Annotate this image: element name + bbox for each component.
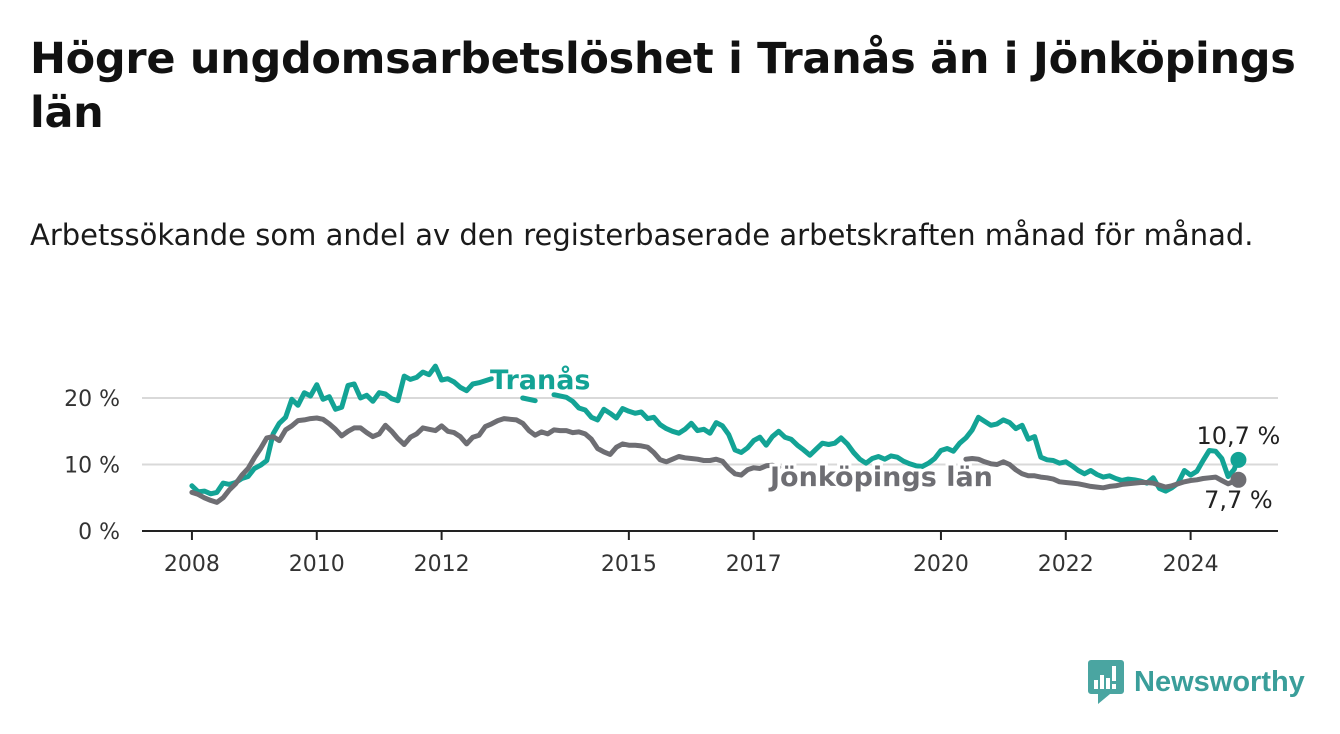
brand-logo: Newsworthy <box>1088 660 1305 704</box>
x-tick-label: 2010 <box>289 552 345 577</box>
line-chart: 0 % 10 % 20 % 2008 2010 2012 2015 2017 2020 2022… <box>64 361 1280 577</box>
x-tick-label: 2015 <box>601 552 657 577</box>
series-lines <box>189 363 1240 505</box>
brand-name: Newsworthy <box>1134 665 1305 698</box>
end-value-label: 7,7 % <box>1204 486 1273 514</box>
series-name-label: Jönköpings län <box>768 462 993 493</box>
series-line-jonkoping <box>189 415 1240 505</box>
x-tick-label: 2017 <box>726 552 782 577</box>
chart-title: Högre ungdomsarbetslöshet i Tranås än i … <box>30 34 1296 138</box>
y-tick-label: 10 % <box>64 454 120 479</box>
x-tick-label: 2008 <box>164 552 220 577</box>
y-tick-label: 20 % <box>64 387 120 412</box>
bar-chart-badge-icon <box>1088 660 1124 704</box>
y-axis-labels: 0 % 10 % 20 % <box>64 387 120 545</box>
x-tick-label: 2012 <box>414 552 470 577</box>
x-tick-label: 2024 <box>1163 552 1219 577</box>
x-tick-label: 2020 <box>913 552 969 577</box>
end-marker <box>1230 451 1247 468</box>
y-tick-label: 0 % <box>78 520 120 545</box>
x-tick-label: 2022 <box>1038 552 1094 577</box>
chart-subtitle: Arbetssökande som andel av den registerb… <box>30 218 1254 252</box>
x-axis: 2008 2010 2012 2015 2017 2020 2022 2024 <box>142 530 1278 577</box>
end-markers <box>1230 451 1247 488</box>
series-labels: 10,7 % 7,7 % Tranås Jönköpings län <box>487 361 1280 514</box>
series-name-label: Tranås <box>490 364 591 396</box>
end-value-label: 10,7 % <box>1196 422 1280 450</box>
end-marker <box>1230 471 1247 488</box>
